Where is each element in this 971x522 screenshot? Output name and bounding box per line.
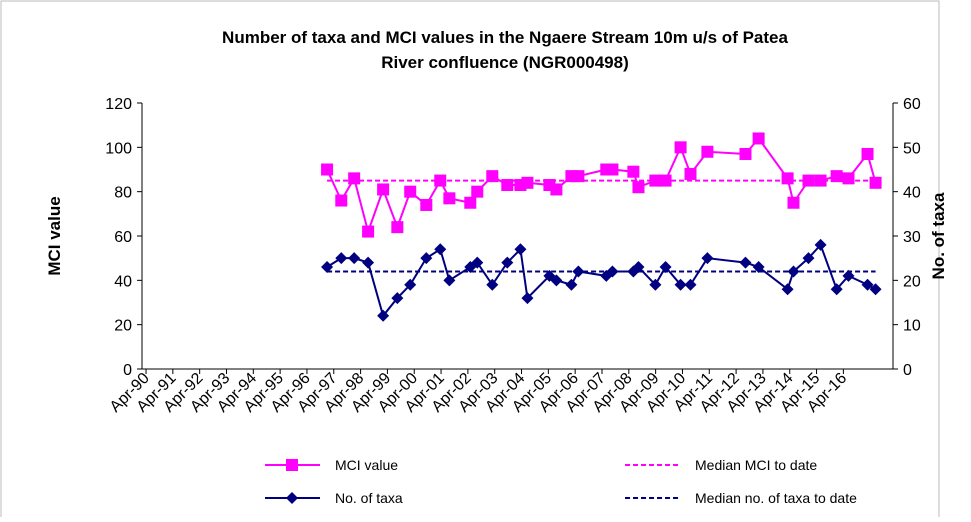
marker	[335, 252, 348, 265]
marker	[471, 185, 484, 198]
marker	[501, 179, 514, 192]
legend-label: No. of taxa	[335, 490, 403, 506]
y2-tick-label: 10	[903, 318, 921, 335]
y-tick-label: 100	[105, 140, 132, 157]
marker	[684, 167, 697, 180]
marker	[869, 176, 882, 189]
marker	[404, 185, 417, 198]
marker	[606, 163, 619, 176]
marker	[443, 192, 456, 205]
marker	[501, 256, 514, 269]
y2-tick-label: 50	[903, 140, 921, 157]
marker	[391, 221, 404, 234]
marker	[830, 283, 843, 296]
chart-title: Number of taxa and MCI values in the Nga…	[222, 28, 788, 47]
marker	[752, 261, 765, 274]
y2-tick-label: 40	[903, 185, 921, 202]
legend-marker	[286, 492, 298, 504]
y2-tick-label: 30	[903, 229, 921, 246]
marker	[521, 176, 534, 189]
marker	[550, 183, 563, 196]
marker	[869, 283, 882, 296]
marker	[391, 292, 404, 305]
marker	[565, 278, 578, 291]
marker	[514, 243, 527, 256]
y-tick-label: 40	[114, 273, 132, 290]
legend-label: Median no. of taxa to date	[695, 490, 857, 506]
marker	[362, 256, 375, 269]
marker	[420, 252, 433, 265]
marker	[471, 256, 484, 269]
marker	[842, 172, 855, 185]
marker	[684, 278, 697, 291]
marker	[348, 172, 361, 185]
marker	[802, 252, 815, 265]
marker	[861, 147, 874, 160]
marker	[377, 183, 390, 196]
marker	[362, 225, 375, 238]
marker	[814, 174, 827, 187]
marker	[739, 256, 752, 269]
y-tick-label: 60	[114, 229, 132, 246]
marker	[420, 198, 433, 211]
y-tick-label: 0	[123, 362, 132, 379]
y2-tick-label: 60	[903, 96, 921, 113]
chart-title: River confluence (NGR000498)	[381, 53, 629, 72]
marker	[781, 283, 794, 296]
y2-tick-label: 20	[903, 273, 921, 290]
y-tick-label: 20	[114, 318, 132, 335]
marker	[739, 147, 752, 160]
marker	[814, 238, 827, 251]
marker	[830, 170, 843, 183]
marker	[348, 252, 361, 265]
marker	[321, 163, 334, 176]
marker	[752, 132, 765, 145]
marker	[659, 261, 672, 274]
marker	[335, 194, 348, 207]
marker	[649, 278, 662, 291]
y-tick-label: 120	[105, 96, 132, 113]
marker	[486, 170, 499, 183]
marker	[606, 265, 619, 278]
marker	[842, 269, 855, 282]
marker	[701, 252, 714, 265]
marker	[521, 292, 534, 305]
marker	[443, 274, 456, 287]
marker	[787, 196, 800, 209]
marker	[434, 243, 447, 256]
marker	[572, 170, 585, 183]
marker	[861, 278, 874, 291]
marker	[632, 261, 645, 274]
marker	[550, 274, 563, 287]
marker	[701, 145, 714, 158]
y-axis-label: MCI value	[45, 196, 64, 275]
y2-tick-label: 0	[903, 362, 912, 379]
marker	[377, 309, 390, 322]
y2-axis-label: No. of taxa	[929, 192, 948, 279]
marker	[781, 172, 794, 185]
marker	[321, 261, 334, 274]
legend-marker	[286, 459, 298, 471]
marker	[464, 196, 477, 209]
marker	[404, 278, 417, 291]
y-tick-label: 80	[114, 185, 132, 202]
legend-label: MCI value	[335, 457, 398, 473]
marker	[674, 141, 687, 154]
marker	[627, 165, 640, 178]
legend-label: Median MCI to date	[695, 457, 817, 473]
marker	[632, 181, 645, 194]
marker	[486, 278, 499, 291]
marker	[674, 278, 687, 291]
